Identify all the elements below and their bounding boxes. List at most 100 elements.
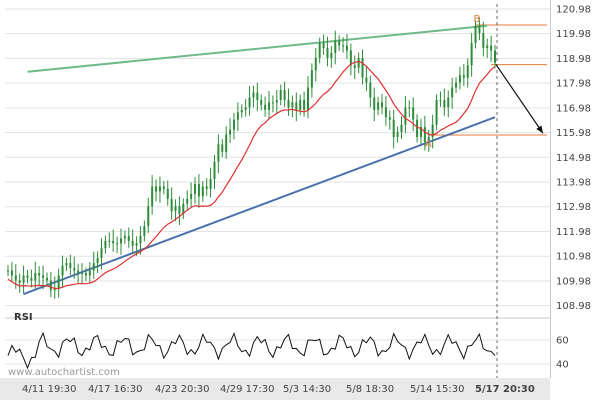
y-tick-label: 114.98	[556, 153, 591, 164]
candle-body	[365, 77, 368, 83]
candle-body	[330, 52, 333, 58]
x-tick-label: 5/3 14:30	[283, 384, 331, 395]
candle-body	[232, 119, 235, 130]
candle-body	[116, 243, 119, 245]
candle-body	[299, 99, 302, 110]
candle-body	[357, 57, 360, 68]
candle-body	[7, 270, 9, 272]
candle-body	[162, 186, 165, 189]
bottom-axis-band	[0, 378, 550, 400]
candle-body	[439, 99, 442, 101]
candle-body	[104, 240, 107, 249]
y-tick-label: 117.98	[556, 79, 591, 90]
candle-body	[158, 186, 161, 192]
x-tick-label: 4/29 17:30	[220, 384, 274, 395]
candle-body	[88, 270, 91, 276]
candle-body	[123, 235, 126, 239]
candle-body	[108, 240, 111, 242]
candle-body	[240, 109, 243, 113]
forecast-arrow-head	[536, 125, 543, 134]
y-tick-label: 113.98	[556, 178, 591, 189]
candle-body	[57, 275, 60, 288]
candle-body	[295, 102, 298, 110]
candle-body	[353, 65, 356, 68]
candle-body	[217, 144, 220, 162]
y-tick-label: 108.98	[556, 301, 591, 312]
point-a-label: A	[425, 139, 432, 150]
candle-body	[77, 270, 80, 274]
forecast-arrow	[495, 64, 544, 134]
candle-body	[443, 99, 446, 108]
candle-body	[45, 277, 48, 281]
y-tick-label: 110.98	[556, 252, 591, 263]
candle-body	[396, 132, 399, 138]
candle-body	[470, 43, 473, 66]
candle-body	[408, 107, 411, 109]
x-axis-ticks: 4/11 19:30 4/17 16:30 4/23 20:30 4/29 17:30…	[22, 384, 535, 395]
candle-body	[314, 57, 317, 71]
candle-body	[209, 179, 212, 189]
rsi-grid	[5, 339, 550, 365]
candle-body	[225, 134, 228, 152]
candle-body	[369, 82, 372, 98]
candle-body	[213, 161, 216, 180]
rsi-tick-label: 60	[556, 336, 569, 347]
candle-body	[322, 43, 325, 49]
candle-body	[201, 186, 204, 197]
candle-body	[474, 25, 477, 44]
candle-body	[373, 97, 376, 110]
candle-body	[342, 45, 345, 47]
candle-body	[174, 206, 177, 212]
y-tick-label: 120.98	[556, 4, 591, 15]
candle-body	[388, 117, 391, 120]
y-tick-label: 119.98	[556, 29, 591, 40]
candle-body	[427, 137, 430, 142]
candle-body	[400, 124, 403, 133]
candle-body	[61, 265, 64, 276]
candle-body	[482, 33, 485, 49]
candle-body	[486, 45, 489, 49]
candle-body	[147, 206, 150, 227]
candle-body	[178, 206, 181, 214]
candle-body	[431, 124, 434, 138]
candle-body	[494, 50, 496, 63]
candle-body	[205, 186, 208, 189]
candle-body	[81, 273, 84, 275]
candle-body	[451, 87, 454, 98]
candle-body	[264, 104, 267, 110]
candle-body	[462, 75, 465, 78]
y-tick-label: 112.98	[556, 202, 591, 213]
moving-average-line	[7, 60, 496, 290]
candle-body	[170, 198, 173, 212]
candle-body	[303, 99, 306, 110]
candle-body	[455, 82, 458, 88]
rsi-axis-ticks: 60 40	[556, 336, 569, 371]
candle-body	[490, 45, 493, 51]
candle-body	[252, 92, 255, 98]
candles	[7, 17, 496, 299]
x-tick-label: 5/8 18:30	[346, 384, 394, 395]
candle-body	[423, 127, 426, 142]
candle-body	[291, 102, 294, 108]
candle-body	[404, 107, 407, 125]
candle-body	[182, 203, 185, 214]
candle-body	[190, 193, 193, 199]
candle-body	[166, 188, 169, 199]
candle-body	[155, 186, 158, 192]
candle-body	[287, 99, 290, 108]
candle-body	[248, 97, 251, 108]
x-tick-label: 4/17 16:30	[88, 384, 142, 395]
y-tick-label: 116.98	[556, 103, 591, 114]
candle-body	[22, 275, 25, 283]
y-tick-label: 111.98	[556, 227, 591, 238]
candle-body	[271, 102, 274, 104]
candle-body	[361, 57, 364, 78]
axis-divider	[550, 0, 551, 378]
candle-body	[458, 75, 461, 83]
candle-body	[42, 275, 45, 278]
candle-body	[186, 198, 189, 204]
candle-body	[236, 112, 239, 120]
candle-body	[26, 275, 29, 278]
candle-body	[419, 127, 422, 138]
trend-lines	[23, 24, 496, 295]
